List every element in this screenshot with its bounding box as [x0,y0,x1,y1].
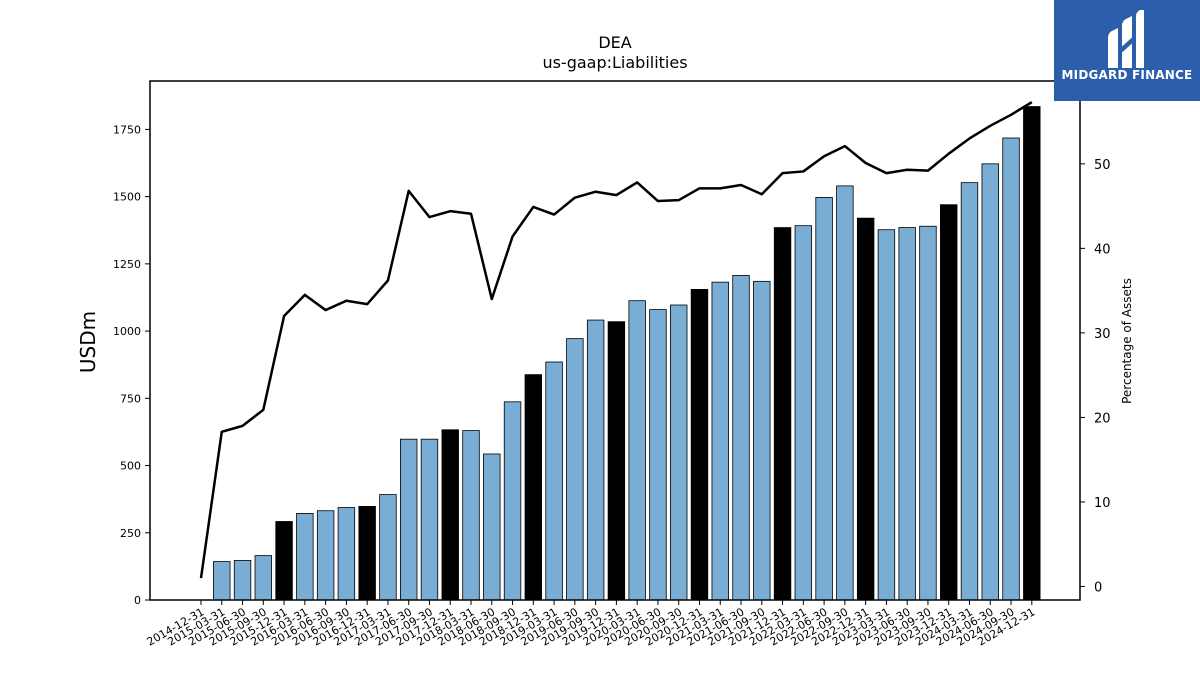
bar-2017-03-31 [379,494,397,601]
logo-text: MIDGARD FINANCE [1061,68,1193,82]
bar-2015-06-30 [233,560,252,601]
bar-2022-12-31 [856,217,875,601]
y2-tick-label: 0 [1094,580,1102,595]
bar-2024-06-30 [981,163,999,601]
bar-2018-03-31 [462,430,480,601]
bar-2020-09-30 [670,304,688,601]
bar-2016-12-31 [358,506,376,601]
bar-2024-09-30 [1002,137,1020,601]
y-axis-left: 0 250 500 750 1000 1250 1500 1750 [113,123,150,607]
bar-2020-06-30 [649,309,667,601]
bar-2023-06-30 [898,227,916,601]
bar-2020-03-31 [628,300,646,601]
bar-2020-12-31 [690,289,709,601]
bar-2015-03-31 [213,561,231,601]
y2-tick-label: 20 [1094,411,1111,426]
bar-2021-06-30 [732,275,750,601]
y2-tick-label: 10 [1094,496,1111,511]
bar-2021-09-30 [753,280,771,601]
brand-logo: MIDGARD FINANCE [1054,0,1200,101]
bar-2022-03-31 [794,225,813,601]
y-tick-label: 750 [120,392,141,405]
bar-2015-12-31 [275,521,293,601]
bar-2017-12-31 [441,429,459,601]
bar-2016-06-30 [316,510,335,601]
plot-frame [149,80,1081,601]
y-tick-label: 500 [120,460,141,473]
y2-tick-label: 50 [1094,158,1111,173]
bar-2019-12-31 [607,321,626,601]
chart-title: DEA [598,33,631,52]
y-tick-label: 250 [120,527,141,540]
y-tick-label: 0 [134,594,141,607]
y2-tick-label: 40 [1094,242,1111,257]
bar-2024-03-31 [960,182,979,601]
bar-2015-09-30 [254,555,273,601]
bars-group [213,106,1041,601]
x-axis: 2014-12-312015-03-312015-06-302015-09-30… [145,600,1037,649]
line-group [199,101,1033,579]
bar-2018-09-30 [503,401,522,601]
y-tick-label: 1750 [113,123,141,136]
y-tick-label: 1250 [113,258,141,271]
bar-2024-12-31 [1023,106,1041,601]
bar-2023-09-30 [919,225,937,601]
logo-mark-icon [1108,10,1144,68]
bar-2017-09-30 [420,438,439,601]
bar-2016-09-30 [337,507,356,601]
percentage-line [199,101,1033,579]
bar-2023-03-31 [877,229,896,601]
bar-2022-06-30 [815,197,833,601]
bar-2021-03-31 [711,281,729,601]
bar-2019-03-31 [545,361,563,601]
y-axis-right: 0 10 20 30 40 50 [1080,158,1111,595]
y-tick-label: 1500 [113,191,141,204]
bar-2023-12-31 [940,204,958,601]
y-axis-label: USDm [76,311,100,373]
bar-2021-12-31 [773,227,792,601]
bar-2016-03-31 [296,513,314,601]
bar-2017-06-30 [399,438,418,601]
y-tick-label: 1000 [113,325,141,338]
bar-2019-09-30 [586,319,605,601]
chart-subtitle: us-gaap:Liabilities [542,53,687,72]
bar-2022-09-30 [836,185,854,601]
bar-2018-12-31 [524,374,543,601]
y2-axis-label: Percentage of Assets [1120,278,1134,404]
y2-tick-label: 30 [1094,327,1111,342]
bar-2019-06-30 [566,338,584,601]
bar-2018-06-30 [483,453,501,601]
